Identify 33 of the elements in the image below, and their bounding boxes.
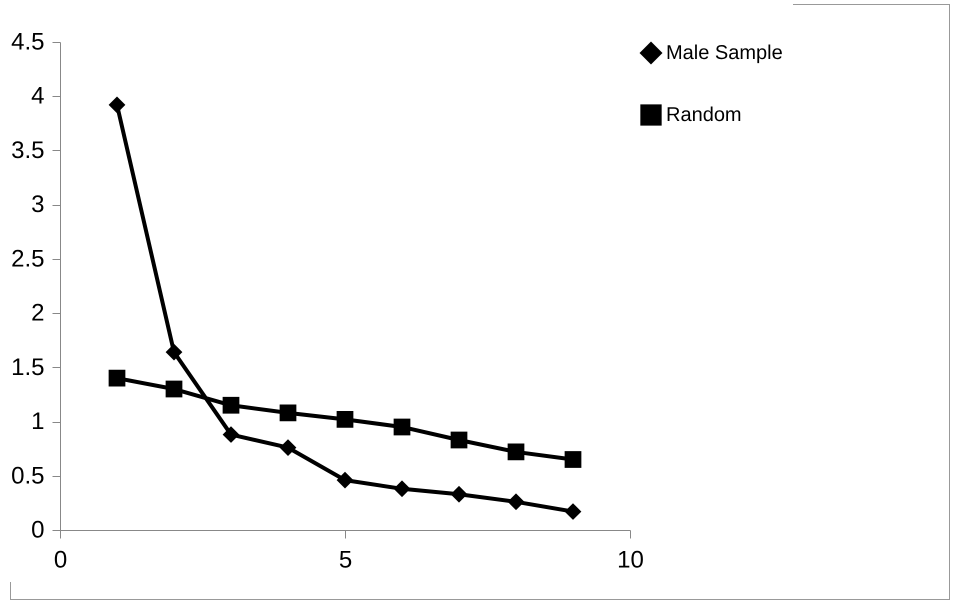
point (450, 432, 468, 448)
point (280, 404, 296, 422)
y-tick-label: 1.5 (11, 354, 44, 381)
x-tick-label: 10 (617, 546, 644, 574)
point (222, 426, 240, 443)
y-tick-label: 4 (31, 82, 44, 110)
point (450, 486, 468, 503)
point (336, 411, 354, 428)
x-tick-label: 0 (54, 546, 68, 574)
point (508, 493, 524, 510)
legend-label: Random (666, 104, 742, 126)
y-tick-label: 0 (31, 516, 44, 544)
point (394, 480, 410, 498)
point (564, 451, 582, 468)
y-tick-label: 4.5 (11, 28, 44, 56)
y-tick-label: 1 (31, 408, 44, 436)
point (508, 444, 524, 460)
y-tick-label: 0.5 (11, 462, 44, 490)
point (394, 418, 410, 436)
point (166, 344, 182, 361)
x-tick-label: 5 (338, 546, 352, 574)
legend-label: Male Sample (666, 42, 783, 64)
point (108, 370, 126, 387)
y-tick-label: 3.5 (11, 136, 44, 164)
point (564, 503, 582, 520)
point (336, 472, 354, 488)
y-tick-label: 3 (31, 191, 44, 218)
point (222, 396, 240, 414)
point (108, 96, 126, 114)
y-tick-label: 2 (31, 300, 44, 327)
point (280, 439, 296, 456)
y-tick-label: 2.5 (11, 245, 44, 272)
point (166, 380, 182, 398)
